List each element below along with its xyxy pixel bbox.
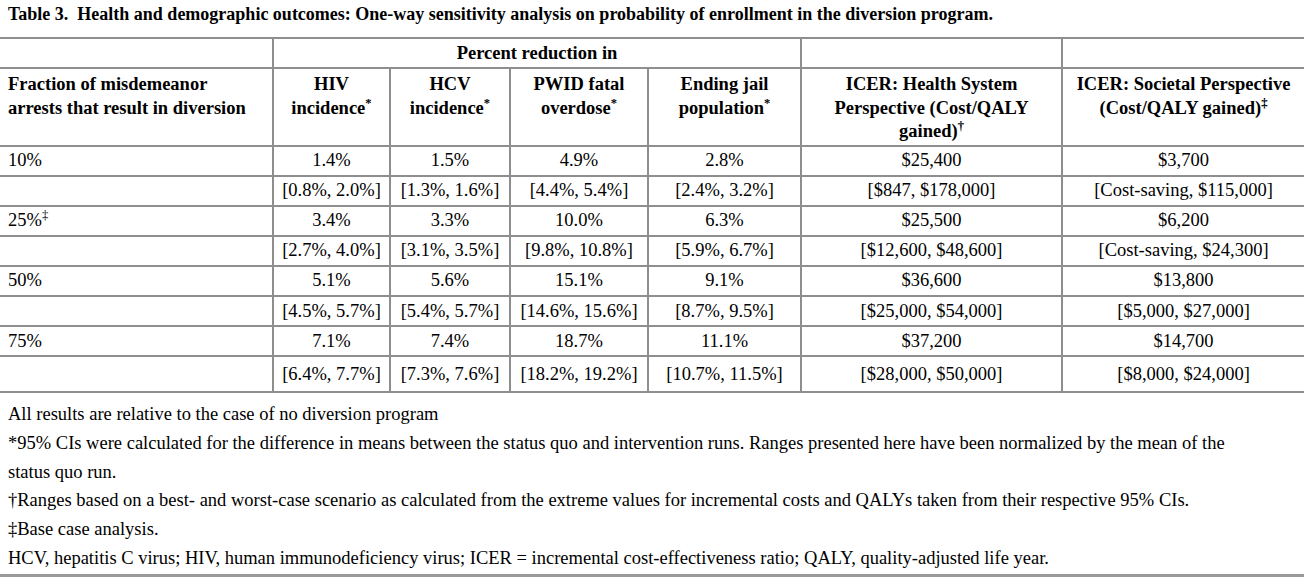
cell: [$847, $178,000] (801, 176, 1062, 206)
cell: 4.9% (510, 146, 648, 176)
cell: [5.4%, 5.7%] (390, 296, 510, 326)
column-header: HIVincidence* (273, 68, 390, 146)
cell: [14.6%, 15.6%] (510, 296, 648, 326)
cell: [$28,000, $50,000] (801, 356, 1062, 392)
cell: 9.1% (648, 266, 801, 296)
footnote-line: HCV, hepatitis C virus; HIV, human immun… (8, 544, 1225, 573)
cell: [3.1%, 3.5%] (390, 236, 510, 266)
cell: [10.7%, 11.5%] (648, 356, 801, 392)
cell: 15.1% (510, 266, 648, 296)
column-header: PWID fataloverdose* (510, 68, 648, 146)
cell: 1.4% (273, 146, 390, 176)
cell: $37,200 (801, 326, 1062, 356)
span-header: Percent reduction in (273, 38, 801, 68)
cell: [$8,000, $24,000] (1062, 356, 1304, 392)
empty-cell (0, 38, 273, 68)
cell: [9.8%, 10.8%] (510, 236, 648, 266)
table-row: 50% 5.1% 5.6% 15.1% 9.1% $36,600 $13,800 (0, 266, 1304, 296)
cell: $3,700 (1062, 146, 1304, 176)
cell: [$12,600, $48,600] (801, 236, 1062, 266)
column-header: ICER: Health SystemPerspective (Cost/QAL… (801, 68, 1062, 146)
table-row: 25%‡ 3.4% 3.3% 10.0% 6.3% $25,500 $6,200 (0, 206, 1304, 236)
cell: $25,500 (801, 206, 1062, 236)
cell: $13,800 (1062, 266, 1304, 296)
footnote-line: All results are relative to the case of … (8, 400, 1225, 429)
cell: [2.7%, 4.0%] (273, 236, 390, 266)
row-label-cell: 50% (0, 266, 273, 296)
outcomes-table: Percent reduction in Fraction of misdeme… (0, 37, 1304, 393)
empty-cell (801, 38, 1062, 68)
footnote-line: *95% CIs were calculated for the differe… (8, 429, 1225, 458)
cell: 10.0% (510, 206, 648, 236)
table-row: 10% 1.4% 1.5% 4.9% 2.8% $25,400 $3,700 (0, 146, 1304, 176)
row-label-cell (0, 296, 273, 326)
cell: [4.5%, 5.7%] (273, 296, 390, 326)
bottom-rule (0, 574, 1304, 577)
cell: 6.3% (648, 206, 801, 236)
cell: 1.5% (390, 146, 510, 176)
table-row: [6.4%, 7.7%] [7.3%, 7.6%] [18.2%, 19.2%]… (0, 356, 1304, 392)
column-header-row: Fraction of misdemeanorarrests that resu… (0, 68, 1304, 146)
row-label-cell (0, 236, 273, 266)
table-row: 75% 7.1% 7.4% 18.7% 11.1% $37,200 $14,70… (0, 326, 1304, 356)
table-row: [4.5%, 5.7%] [5.4%, 5.7%] [14.6%, 15.6%]… (0, 296, 1304, 326)
column-header: Fraction of misdemeanorarrests that resu… (0, 68, 273, 146)
cell: 5.1% (273, 266, 390, 296)
cell: [0.8%, 2.0%] (273, 176, 390, 206)
cell: 7.1% (273, 326, 390, 356)
row-label-cell (0, 356, 273, 392)
footnote-line: ‡Base case analysis. (8, 515, 1225, 544)
cell: [$5,000, $27,000] (1062, 296, 1304, 326)
cell: [5.9%, 6.7%] (648, 236, 801, 266)
cell: 18.7% (510, 326, 648, 356)
cell: 11.1% (648, 326, 801, 356)
cell: [8.7%, 9.5%] (648, 296, 801, 326)
cell: [Cost-saving, $115,000] (1062, 176, 1304, 206)
cell: 5.6% (390, 266, 510, 296)
footnotes: All results are relative to the case of … (8, 400, 1225, 573)
cell: [6.4%, 7.7%] (273, 356, 390, 392)
table-row: [2.7%, 4.0%] [3.1%, 3.5%] [9.8%, 10.8%] … (0, 236, 1304, 266)
column-header: HCVincidence* (390, 68, 510, 146)
row-label-cell (0, 176, 273, 206)
cell: $36,600 (801, 266, 1062, 296)
row-label-cell: 75% (0, 326, 273, 356)
row-label-cell: 10% (0, 146, 273, 176)
cell: [2.4%, 3.2%] (648, 176, 801, 206)
cell: [$25,000, $54,000] (801, 296, 1062, 326)
column-header: Ending jailpopulation* (648, 68, 801, 146)
cell: [18.2%, 19.2%] (510, 356, 648, 392)
footnote-line: †Ranges based on a best- and worst-case … (8, 486, 1225, 515)
cell: [4.4%, 5.4%] (510, 176, 648, 206)
empty-cell (1062, 38, 1304, 68)
cell: [Cost-saving, $24,300] (1062, 236, 1304, 266)
cell: 3.3% (390, 206, 510, 236)
cell: $14,700 (1062, 326, 1304, 356)
footnote-line: status quo run. (8, 458, 1225, 487)
cell: [1.3%, 1.6%] (390, 176, 510, 206)
column-header: ICER: Societal Perspective(Cost/QALY gai… (1062, 68, 1304, 146)
span-header-row: Percent reduction in (0, 38, 1304, 68)
table-row: [0.8%, 2.0%] [1.3%, 1.6%] [4.4%, 5.4%] [… (0, 176, 1304, 206)
cell: [7.3%, 7.6%] (390, 356, 510, 392)
row-label-cell: 25%‡ (0, 206, 273, 236)
cell: $25,400 (801, 146, 1062, 176)
cell: $6,200 (1062, 206, 1304, 236)
cell: 3.4% (273, 206, 390, 236)
cell: 7.4% (390, 326, 510, 356)
cell: 2.8% (648, 146, 801, 176)
table-caption: Table 3. Health and demographic outcomes… (8, 4, 993, 25)
